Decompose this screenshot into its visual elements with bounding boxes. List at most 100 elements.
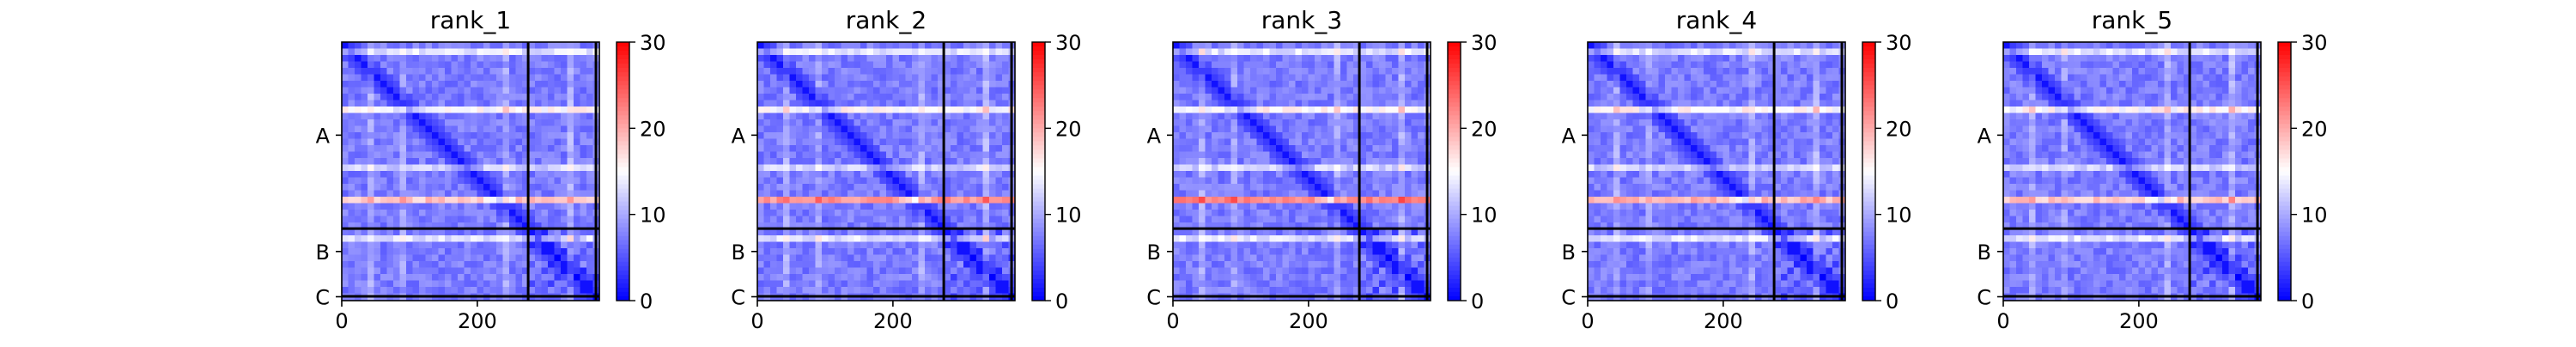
heatmap-cell <box>419 81 426 88</box>
heatmap-cell <box>413 197 420 204</box>
heatmap-cell <box>970 287 977 294</box>
heatmap-cell <box>1340 178 1347 185</box>
heatmap-cell <box>848 152 854 159</box>
heatmap-cell <box>764 242 771 249</box>
heatmap-cell <box>983 274 990 281</box>
heatmap-cell <box>945 49 951 56</box>
heatmap-cell <box>1392 100 1399 107</box>
heatmap-cell <box>829 210 835 216</box>
heatmap-cell <box>368 42 374 49</box>
heatmap-cell <box>1315 268 1321 275</box>
heatmap-cell <box>471 139 477 146</box>
heatmap-cell <box>1379 210 1386 216</box>
heatmap-cell <box>406 81 413 88</box>
heatmap-cell <box>893 274 900 281</box>
heatmap-cell <box>835 81 841 88</box>
heatmap-cell <box>912 281 919 288</box>
heatmap-cell <box>1180 229 1187 236</box>
heatmap-cell <box>829 184 835 191</box>
heatmap-cell <box>1366 235 1373 242</box>
heatmap-cell <box>1412 145 1419 152</box>
heatmap-cell <box>586 216 593 223</box>
heatmap-cell <box>1218 81 1225 88</box>
heatmap-cell <box>1212 113 1218 120</box>
colorbar-step <box>617 124 629 129</box>
heatmap-cell <box>496 184 503 191</box>
heatmap-cell <box>886 248 893 255</box>
colorbar-step <box>1032 180 1045 186</box>
heatmap-cell <box>893 100 900 107</box>
heatmap-cell <box>841 184 848 191</box>
heatmap-cell <box>1379 165 1386 172</box>
colorbar-step <box>617 42 629 47</box>
colorbar-step <box>1032 149 1045 155</box>
heatmap-cell <box>458 75 465 82</box>
heatmap-cell <box>1289 62 1296 69</box>
heatmap-cell <box>1289 49 1296 56</box>
heatmap-cell <box>989 216 996 223</box>
heatmap-cell <box>355 287 361 294</box>
heatmap-cell <box>1212 248 1218 255</box>
heatmap-cell <box>1193 281 1200 288</box>
heatmap-cell <box>854 165 861 172</box>
heatmap-cell <box>393 197 400 204</box>
heatmap-cell <box>555 274 562 281</box>
heatmap-cell <box>976 255 983 262</box>
heatmap-cell <box>580 235 587 242</box>
heatmap-cell <box>976 113 983 120</box>
colorbar-step <box>1032 119 1045 125</box>
heatmap-cell <box>561 139 568 146</box>
heatmap-cell <box>1399 178 1406 185</box>
heatmap-cell <box>1199 100 1206 107</box>
heatmap-cell <box>841 145 848 152</box>
heatmap-cell <box>1302 113 1309 120</box>
heatmap-cell <box>867 287 874 294</box>
heatmap-cell <box>580 274 587 281</box>
heatmap-cell <box>829 55 835 62</box>
heatmap-cell <box>873 119 880 126</box>
heatmap-cell <box>355 42 361 49</box>
heatmap-cell <box>1327 62 1334 69</box>
heatmap-cell <box>1244 191 1251 198</box>
heatmap-cell <box>757 126 764 133</box>
heatmap-cell <box>1309 62 1315 69</box>
heatmap-cell <box>1340 191 1347 198</box>
heatmap-cell <box>516 94 523 100</box>
heatmap-cell <box>873 274 880 281</box>
heatmap-cell <box>413 287 420 294</box>
heatmap-cell <box>1327 68 1334 75</box>
heatmap-cell <box>1360 119 1367 126</box>
heatmap-cell <box>1386 107 1393 113</box>
heatmap-cell <box>1250 88 1257 94</box>
heatmap-cell <box>529 100 536 107</box>
heatmap-cell <box>893 55 900 62</box>
heatmap-cell <box>1392 210 1399 216</box>
heatmap-cell <box>996 165 1003 172</box>
heatmap-cell <box>1224 139 1231 146</box>
heatmap-cell <box>963 255 970 262</box>
heatmap-cell <box>496 100 503 107</box>
heatmap-cell <box>586 75 593 82</box>
heatmap-cell <box>361 113 368 120</box>
heatmap-cell <box>406 100 413 107</box>
colorbar-step <box>1032 85 1045 90</box>
heatmap-cell <box>586 139 593 146</box>
heatmap-cell <box>1237 229 1244 236</box>
heatmap-cell <box>1257 191 1264 198</box>
heatmap-cell <box>790 287 797 294</box>
heatmap-cell <box>490 75 497 82</box>
heatmap-cell <box>490 242 497 249</box>
heatmap-cell <box>770 81 777 88</box>
heatmap-cell <box>912 126 919 133</box>
heatmap-cell <box>803 107 810 113</box>
heatmap-cell <box>1366 165 1373 172</box>
heatmap-cell <box>1418 107 1425 113</box>
colorbar-step <box>1032 185 1045 190</box>
heatmap-cell <box>580 113 587 120</box>
heatmap-cell <box>1386 55 1393 62</box>
heatmap-cell <box>1289 235 1296 242</box>
heatmap-cell <box>829 88 835 94</box>
heatmap-cell <box>1231 261 1238 268</box>
heatmap-cell <box>452 55 459 62</box>
heatmap-cell <box>483 107 490 113</box>
